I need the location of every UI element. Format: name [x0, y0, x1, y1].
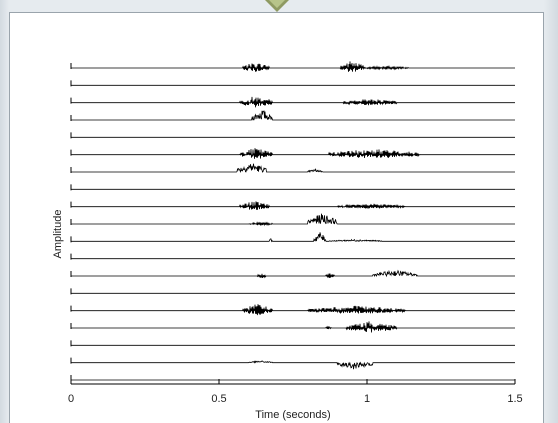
right-border — [544, 0, 558, 423]
channel-trace-16 — [71, 321, 515, 333]
x-tick-label-2: 1 — [364, 393, 370, 405]
x-tick-label-3: 1.5 — [507, 393, 522, 405]
channel-trace-13 — [71, 269, 515, 279]
x-tick-label-1: 0.5 — [211, 393, 226, 405]
channel-trace-10 — [71, 213, 515, 227]
channel-trace-3 — [71, 96, 515, 108]
channel-trace-9 — [71, 201, 515, 210]
traces-group — [70, 61, 515, 381]
y-axis-label: Amplitude — [52, 210, 64, 259]
x-axis-label: Time (seconds) — [255, 409, 330, 421]
left-border — [0, 0, 9, 423]
x-axis: 0 0.5 1 1.5 — [68, 379, 523, 405]
channel-trace-6 — [71, 148, 515, 159]
chart-panel — [9, 12, 544, 423]
decorative-tab-icon — [262, 0, 292, 14]
channel-trace-15 — [71, 304, 515, 316]
channel-trace-18 — [71, 360, 515, 370]
channel-trace-11 — [71, 232, 515, 243]
channel-trace-4 — [71, 110, 515, 121]
x-tick-label-0: 0 — [68, 393, 74, 405]
channel-trace-1 — [71, 61, 515, 72]
channel-trace-7 — [71, 163, 515, 173]
